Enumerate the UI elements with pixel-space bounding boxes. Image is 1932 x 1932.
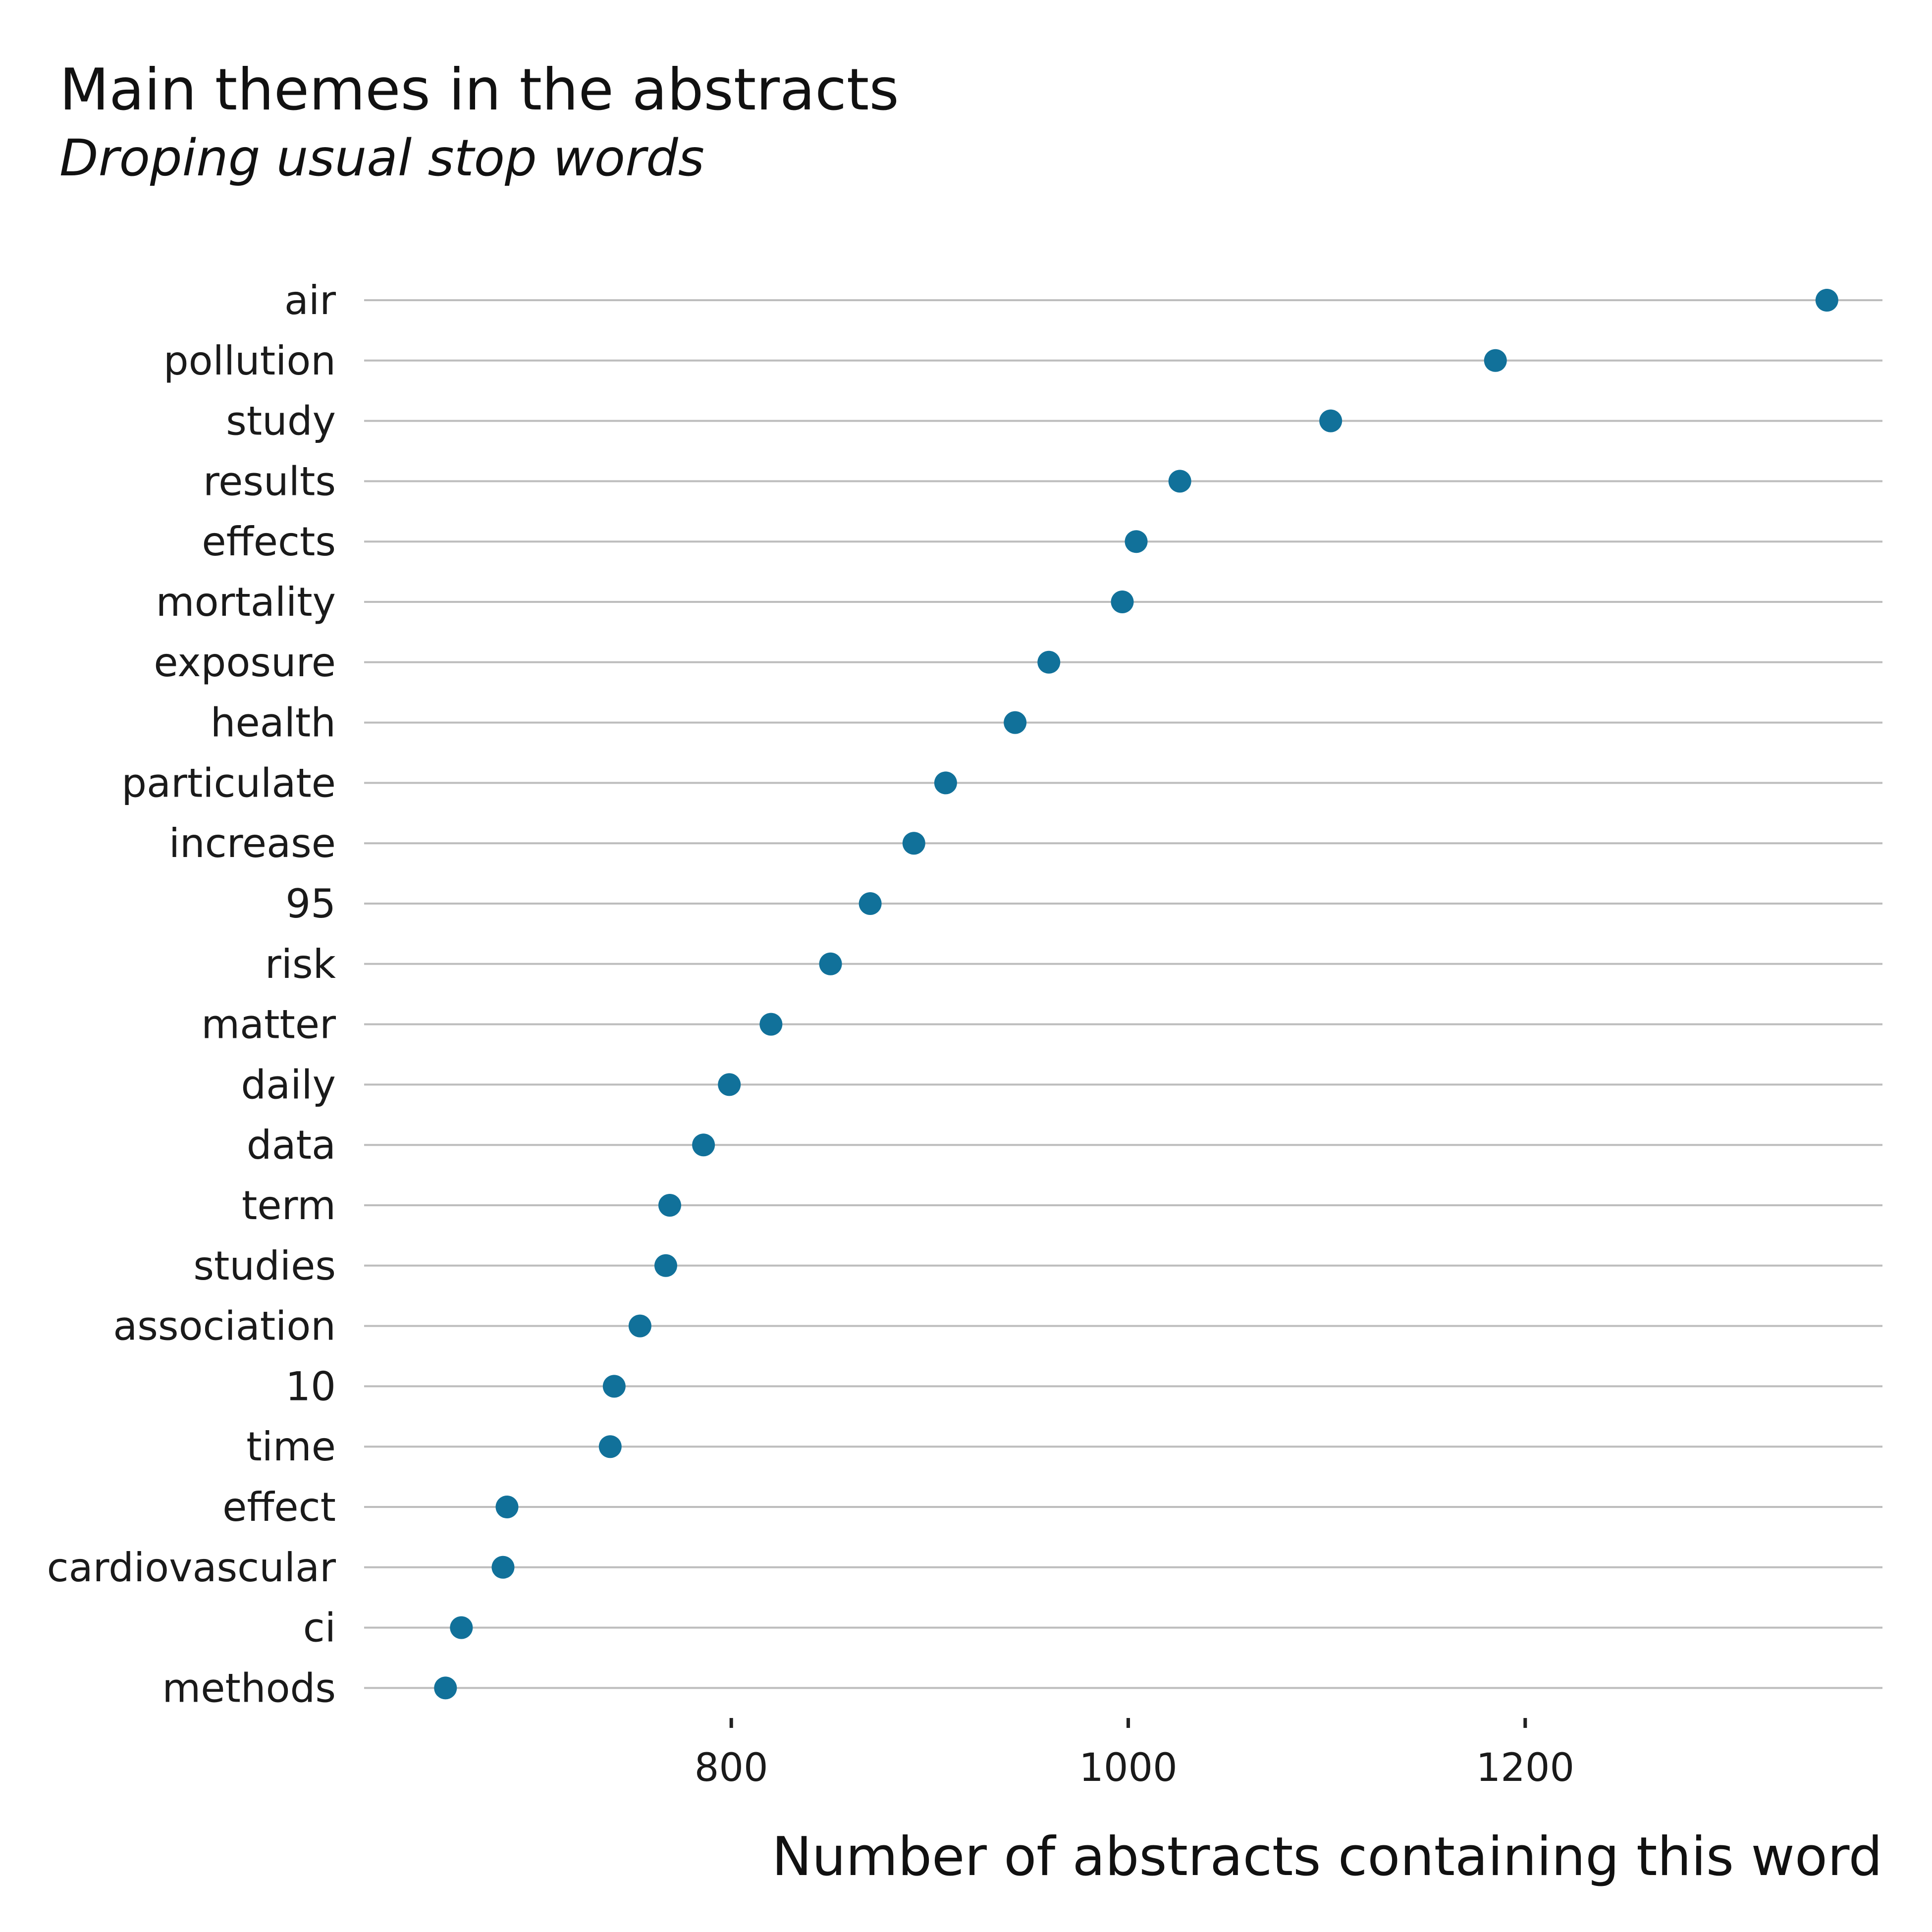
row-label: particulate	[121, 760, 336, 806]
row-label: results	[203, 458, 336, 504]
row-label: health	[211, 700, 336, 746]
data-points	[434, 289, 1838, 1700]
row-label: 95	[285, 881, 336, 927]
data-point	[902, 832, 925, 855]
data-point	[628, 1314, 651, 1338]
data-point	[1125, 530, 1148, 553]
data-point	[859, 892, 882, 915]
data-point	[654, 1254, 677, 1277]
row-label: association	[113, 1303, 336, 1349]
row-label: ci	[303, 1605, 336, 1651]
row-label: matter	[201, 1002, 336, 1048]
data-point	[598, 1435, 622, 1458]
x-tick-label: 1000	[1079, 1746, 1178, 1790]
row-label: air	[284, 277, 336, 323]
x-tick-label: 800	[695, 1746, 768, 1790]
data-point	[1319, 409, 1342, 432]
data-point	[1484, 349, 1507, 372]
data-point	[1168, 470, 1191, 493]
data-point	[1111, 590, 1134, 613]
row-label: term	[242, 1182, 336, 1229]
row-label: pollution	[163, 338, 336, 384]
data-point	[434, 1676, 457, 1700]
data-point	[495, 1496, 519, 1518]
row-label: mortality	[156, 579, 336, 625]
row-label: studies	[193, 1243, 336, 1289]
data-point	[819, 952, 842, 975]
row-label: effect	[222, 1484, 336, 1530]
data-point	[450, 1616, 473, 1639]
row-label: effects	[202, 519, 336, 565]
data-point	[1815, 289, 1838, 312]
data-point	[602, 1375, 626, 1398]
y-axis-labels: air pollution study results effects mortality…	[47, 277, 336, 1711]
x-axis-ticks: 800 1000 1200	[695, 1718, 1574, 1790]
row-label: increase	[169, 820, 336, 866]
x-axis-title: Number of abstracts containing this word	[772, 1826, 1882, 1888]
chart-title: Main themes in the abstracts	[59, 56, 899, 123]
x-tick-label: 1200	[1476, 1746, 1575, 1790]
data-point	[1004, 711, 1027, 734]
data-point	[491, 1556, 515, 1579]
data-point	[718, 1073, 741, 1096]
data-point	[759, 1013, 783, 1036]
row-label: time	[246, 1424, 336, 1470]
row-label: study	[226, 398, 336, 444]
gridlines	[364, 299, 1882, 1689]
row-label: exposure	[154, 640, 336, 686]
data-point	[1037, 650, 1061, 674]
row-label: data	[247, 1122, 336, 1168]
row-label: cardiovascular	[47, 1545, 336, 1591]
row-label: risk	[265, 941, 336, 987]
data-point	[934, 771, 957, 795]
chart-subtitle: Droping usual stop words	[59, 129, 704, 188]
row-label: daily	[241, 1062, 336, 1108]
row-label: methods	[162, 1665, 336, 1711]
data-point	[658, 1194, 682, 1217]
data-point	[692, 1133, 715, 1157]
row-label: 10	[285, 1363, 336, 1409]
